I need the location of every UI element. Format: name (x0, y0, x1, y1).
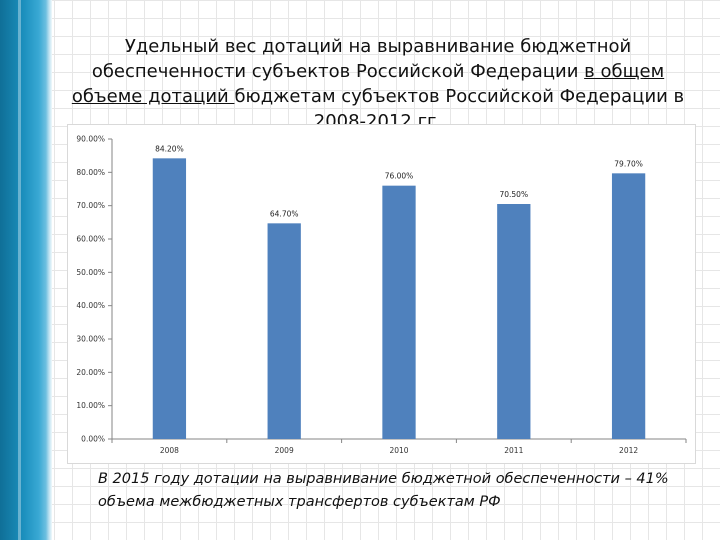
title-underlined-part: в общем объеме дотаций (71, 61, 665, 107)
y-tick-label: 10.00% (76, 401, 105, 410)
title-part-1: Удельный вес дотаций на выравнивание бюд… (91, 36, 632, 82)
y-tick-label: 80.00% (76, 168, 105, 177)
y-tick-label: 40.00% (76, 301, 105, 310)
bar-2008 (152, 158, 187, 440)
y-tick-label: 0.00% (81, 435, 105, 444)
data-label-2011: 70.50% (499, 190, 528, 199)
bar-2010 (382, 185, 416, 439)
bar-2012 (611, 173, 646, 440)
y-tick-label: 30.00% (76, 335, 105, 344)
y-tick-label: 70.00% (76, 201, 105, 210)
footnote: В 2015 году дотации на выравнивание бюдж… (98, 471, 669, 510)
y-tick-label: 20.00% (76, 368, 105, 377)
bar-chart-canvas: 0.00% 10.00% 20.00% 30.00% 40.00% 50.00% 60.00… (76, 135, 687, 455)
y-tick-label: 90.00% (76, 135, 105, 144)
data-label-2008: 84.20% (155, 144, 184, 153)
data-label-2009: 64.70% (270, 209, 299, 218)
bar-chart: 0.00% 10.00% 20.00% 30.00% 40.00% 50.00% 60.00… (67, 124, 696, 464)
y-tick-label: 50.00% (76, 268, 105, 277)
x-tick-label-2009: 2009 (275, 446, 294, 455)
bar-2009 (267, 223, 301, 439)
x-tick-label-2010: 2010 (389, 446, 408, 455)
x-tick-label-2011: 2011 (504, 446, 523, 455)
data-label-2010: 76.00% (385, 172, 414, 181)
data-label-2012: 79.70% (614, 159, 643, 168)
y-tick-label: 60.00% (76, 235, 105, 244)
slide-title: Удельный вес дотаций на выравнивание бюд… (58, 34, 698, 134)
bar-2011 (497, 204, 531, 439)
x-tick-label-2008: 2008 (160, 446, 179, 455)
x-tick-label-2012: 2012 (619, 446, 638, 455)
decorative-left-band (0, 0, 52, 540)
band-highlight (18, 0, 21, 540)
